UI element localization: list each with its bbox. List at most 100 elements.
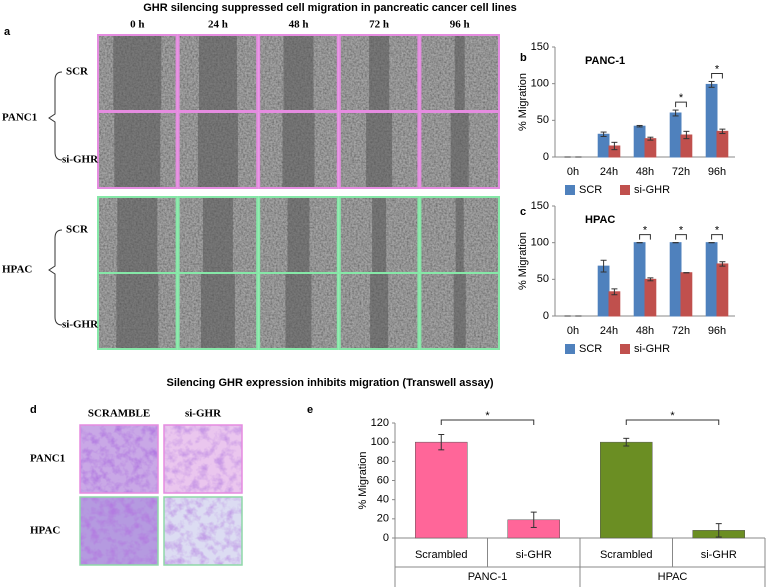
y-axis-label: % Migration [357,451,369,509]
x-tick-label: 72h [672,166,690,178]
bar [597,133,610,158]
column-header: 96 h [450,19,470,31]
wound-gap [287,197,310,273]
wound-gap [369,35,390,111]
y-tick-label: 20 [377,513,389,525]
row-label: SCR [66,66,89,78]
y-tick-label: 40 [377,494,389,506]
bar [669,242,682,317]
row-label: SCR [66,224,89,236]
bar [716,130,729,158]
y-axis-label: % Migration [517,73,529,131]
wound-gap [117,197,158,273]
x-tick-label: Scrambled [600,549,653,561]
column-header: 0 h [130,19,144,31]
x-tick-label: 48h [636,325,654,337]
panel-letter: a [4,26,11,38]
wound-gap [202,197,233,273]
significance-label: * [485,410,490,422]
x-tick-label: 96h [708,325,726,337]
legend-label: SCR [579,343,602,355]
significance-bracket [625,419,720,425]
legend-label: si-GHR [634,184,670,196]
wound-gap [455,197,464,273]
x-tick-label: 0h [567,166,579,178]
stain-texture [164,425,242,493]
image-border [163,496,243,566]
y-tick-label: 0 [543,310,549,322]
x-tick-label: 0h [567,325,579,337]
y-tick-label: 150 [531,200,549,212]
significance-label: * [643,225,648,237]
bracket [48,229,63,326]
panel-letter: e [307,404,313,416]
y-tick-label: 60 [377,474,389,486]
group-label: HPAC [2,264,32,276]
bracket [48,71,63,161]
y-tick-label: 50 [537,114,549,126]
column-header: 24 h [208,19,228,31]
wound-gap [454,35,465,111]
legend-swatch [620,185,630,195]
image-border [338,272,420,350]
significance-bracket [711,234,723,240]
bar [608,291,621,317]
wound-gap [198,35,237,111]
wound-gap [370,273,389,349]
wound-gap [285,273,312,349]
column-header: SCRAMBLE [88,408,150,420]
y-tick-label: 150 [531,41,549,53]
wound-gap [282,112,315,188]
stain-texture [164,497,242,565]
image-border [338,111,420,189]
panel-letter: d [30,404,37,416]
y-tick-label: 80 [377,455,389,467]
bar [644,278,657,317]
y-tick-label: 100 [531,237,549,249]
image-border [177,111,259,189]
x-tick-label: 96h [708,166,726,178]
column-header: 72 h [369,19,389,31]
chart-title: PANC-1 [585,55,625,67]
image-border [97,272,178,350]
group-label: HPAC [658,571,688,583]
column-header: si-GHR [185,408,222,420]
significance-bracket [440,419,535,425]
x-tick-label: si-GHR [516,549,552,561]
row-label: si-GHR [62,319,99,331]
image-border [258,111,339,189]
image-border [79,424,159,494]
wound-gap [450,112,469,188]
bar [633,242,646,317]
image-border [258,272,339,350]
significance-label: * [670,410,675,422]
bar [716,263,729,317]
y-tick-label: 0 [383,532,389,544]
wound-gap [113,35,162,111]
image-border [419,272,500,350]
bar [633,125,646,158]
bar [597,265,610,317]
bar [680,272,693,317]
stain-texture [80,497,158,565]
significance-label: * [679,225,684,237]
legend-label: si-GHR [634,343,670,355]
legend-swatch [620,344,630,354]
y-tick-label: 120 [371,417,389,429]
column-header: 48 h [289,19,309,31]
wound-gap [114,112,161,188]
stain-texture [80,425,158,493]
group-label: PANC1 [2,112,37,124]
x-tick-label: si-GHR [701,549,737,561]
x-tick-label: 48h [636,166,654,178]
legend-label: SCR [579,184,602,196]
wound-gap [197,112,238,188]
y-axis-label: % Migration [517,232,529,290]
bar [644,138,657,158]
significance-label: * [679,92,684,104]
x-tick-label: Scrambled [415,549,468,561]
significance-bracket [675,234,687,240]
bar [705,242,718,317]
image-border [97,111,178,189]
